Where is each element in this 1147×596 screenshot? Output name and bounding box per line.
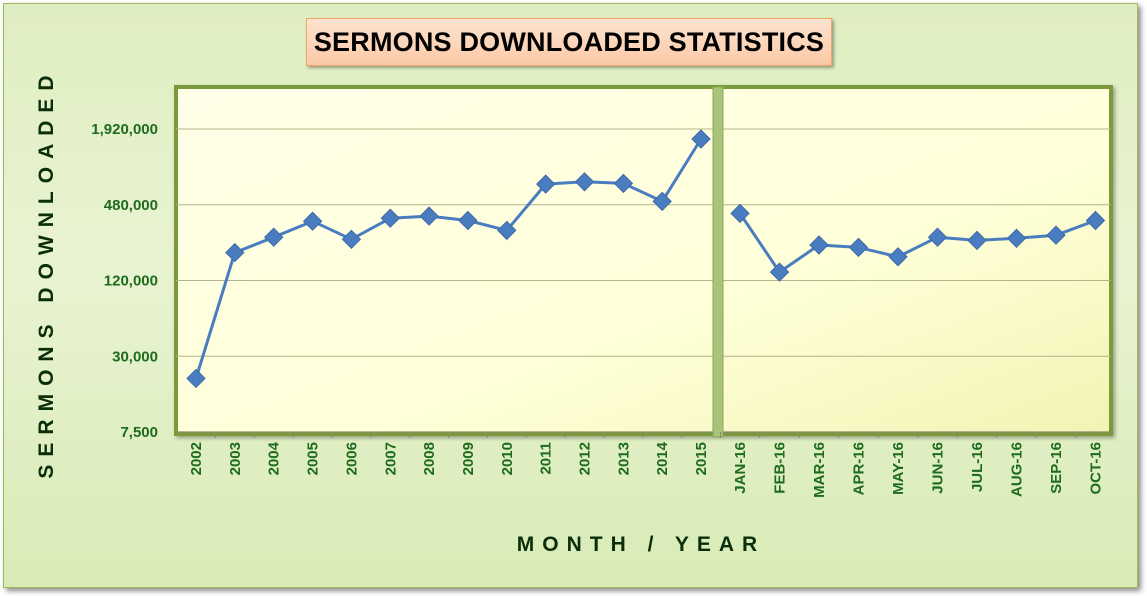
data-point-diamond <box>380 208 401 228</box>
y-tick-label: 120,000 <box>104 273 158 290</box>
data-point-diamond <box>848 237 869 258</box>
data-point-diamond <box>263 227 284 247</box>
data-point-diamond <box>691 129 711 149</box>
data-point-diamond <box>574 172 595 192</box>
y-tick-label: 7,500 <box>120 424 158 441</box>
x-tick-label: 2008 <box>421 442 438 475</box>
x-tick-label: 2005 <box>305 442 322 475</box>
data-point-diamond <box>809 235 829 255</box>
x-tick-label: 2010 <box>499 442 516 475</box>
plot-area <box>174 85 1113 436</box>
data-point-diamond <box>1046 225 1066 245</box>
x-tick-label: APR-16 <box>851 442 868 495</box>
x-tick-label: SEP-16 <box>1048 442 1065 494</box>
x-tick-label: OCT-16 <box>1088 442 1105 495</box>
x-tick-label: 2013 <box>615 442 632 475</box>
data-point-diamond <box>1085 210 1106 231</box>
y-tick-label: 1,920,000 <box>91 121 158 138</box>
chart-title-box: SERMONS DOWNLOADED STATISTICS <box>306 18 832 66</box>
x-tick-label: 2002 <box>188 442 205 475</box>
x-tick-label: 2012 <box>577 442 594 475</box>
data-point-diamond <box>225 242 245 263</box>
x-tick-label: 2014 <box>654 441 671 475</box>
x-tick-label: 2011 <box>538 442 555 475</box>
period-divider <box>712 86 724 438</box>
x-tick-label: JUN-16 <box>930 442 947 494</box>
x-tick-label: 2006 <box>343 442 360 475</box>
series-line <box>738 212 1097 274</box>
data-point-diamond <box>1006 228 1027 249</box>
data-point-diamond <box>927 227 948 247</box>
data-point-diamond <box>967 230 987 251</box>
data-point-diamond <box>497 220 517 241</box>
data-point-diamond <box>769 262 790 282</box>
data-point-diamond <box>419 206 439 226</box>
x-tick-label: 2003 <box>227 442 244 475</box>
x-tick-label: JUL-16 <box>969 442 986 492</box>
data-point-diamond <box>613 173 634 194</box>
x-tick-label: 2009 <box>460 442 477 475</box>
data-point-diamond <box>730 203 750 224</box>
y-axis-title: SERMONS DOWNLOADED <box>35 67 58 478</box>
x-tick-label: FEB-16 <box>772 442 789 494</box>
x-tick-label: 2004 <box>266 441 283 475</box>
y-tick-label: 30,000 <box>112 348 158 365</box>
data-point-diamond <box>186 368 206 389</box>
data-point-diamond <box>535 174 556 194</box>
data-point-diamond <box>652 191 672 212</box>
data-point-diamond <box>341 229 362 250</box>
data-point-diamond <box>302 211 323 231</box>
x-tick-label: JAN-16 <box>732 442 749 494</box>
x-axis-title: MONTH / YEAR <box>517 533 765 556</box>
x-tick-label: MAY-16 <box>890 442 907 495</box>
chart-title: SERMONS DOWNLOADED STATISTICS <box>313 26 825 57</box>
x-tick-label: MAR-16 <box>811 442 828 498</box>
x-tick-label: 2007 <box>382 442 399 475</box>
x-tick-label: 2015 <box>693 442 710 475</box>
x-tick-label: AUG-16 <box>1009 442 1026 497</box>
y-tick-label: 480,000 <box>104 197 158 214</box>
data-point-diamond <box>888 247 908 267</box>
data-point-diamond <box>458 210 478 231</box>
